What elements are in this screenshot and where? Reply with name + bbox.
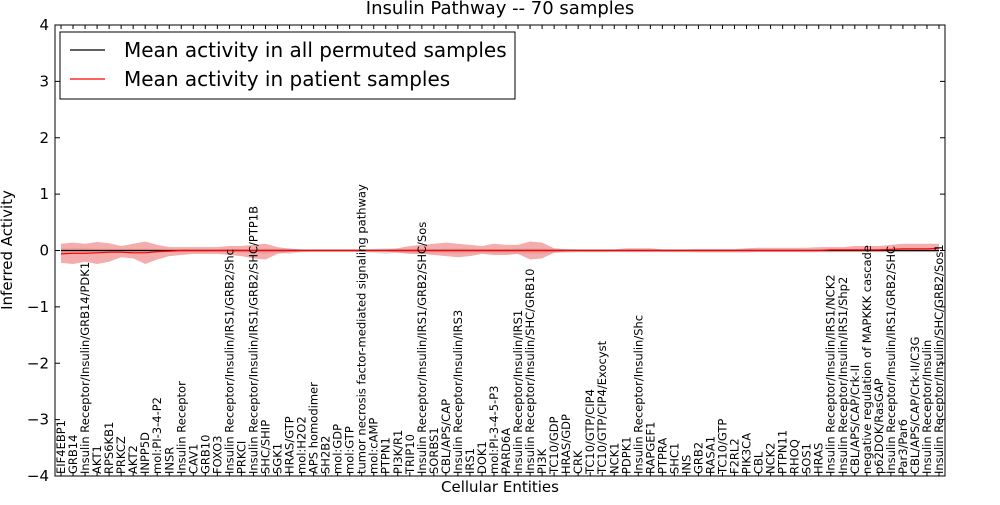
x-entity-label: HRAS/GTP (283, 416, 297, 474)
x-entity-label: Insulin Receptor/Insulin/IRS1 (511, 310, 525, 474)
x-entity-label: CAV1 (186, 444, 200, 474)
x-entity-label: SORBS1 (427, 427, 441, 474)
x-entity-label: SH2B2 (319, 436, 333, 474)
y-tick-label: 0 (39, 242, 49, 260)
x-entity-label: Insulin Receptor/Insulin/IRS1/GRB2/SHC/S… (415, 222, 429, 474)
x-entity-label: Insulin Receptor/Insulin/IRS1/NCK2 (824, 274, 838, 474)
x-entity-label: AKT2 (126, 445, 140, 474)
x-entity-label: GRB10 (198, 435, 212, 474)
x-entity-label: SGK1 (271, 443, 285, 474)
patient-band (61, 241, 939, 264)
x-entity-label: Insulin Receptor/Insulin (920, 340, 934, 474)
x-entity-label: Insulin Receptor/Insulin/IRS1/GRB2/Shc (222, 249, 236, 474)
legend: Mean activity in all permuted samples Me… (59, 31, 516, 100)
x-entity-label: PRKCZ (114, 436, 128, 474)
y-tick-label: 2 (39, 129, 49, 147)
x-entity-label: negative regulation of MAPKKK cascade (860, 245, 874, 474)
x-entity-label: GRB2 (691, 442, 705, 474)
x-entity-label: SOS1 (800, 443, 814, 474)
y-axis-title: Inferred Activity (0, 190, 16, 310)
x-entity-label: mol:GDP (331, 424, 345, 474)
x-entity-label: AKT1 (90, 445, 104, 474)
x-entity-label: Insulin Receptor/Insulin/Shc (631, 315, 645, 474)
x-entity-label: mol:GTP (343, 426, 357, 474)
x-entity-label: F2RL2 (728, 438, 742, 474)
x-entity-label: PI3K (535, 448, 549, 474)
x-entity-label: PDPK1 (619, 436, 633, 474)
y-tick-label: −4 (27, 467, 49, 485)
x-entity-label: EIF4EBP1 (54, 420, 68, 474)
chart-title: Insulin Pathway -- 70 samples (366, 0, 634, 19)
y-tick-label: 1 (39, 185, 49, 203)
x-entity-label: PI3K/R1 (391, 430, 405, 474)
x-entity-label: CBL (752, 451, 766, 474)
x-entity-label: NCK1 (607, 443, 621, 475)
x-entity-label: CRK (571, 450, 585, 474)
x-entity-label: TRIP10 (403, 434, 417, 475)
x-entity-label: mol:PI-3-4-P2 (150, 397, 164, 474)
x-entity-label: RPS6KB1 (102, 422, 116, 474)
x-entity-label: FOXO3 (210, 436, 224, 474)
x-entity-label: NCK2 (764, 443, 778, 475)
x-entity-label: GRB14 (66, 435, 80, 474)
y-tick-label: 3 (39, 72, 49, 90)
x-entity-label: INS (679, 455, 693, 474)
x-entity-label: SHC/SHIP (259, 420, 273, 474)
x-entity-label: TC10/GTP/CIP4 (583, 389, 597, 475)
x-entity-label: Insulin Receptor/Insulin/SHC/GRB10 (523, 269, 537, 474)
x-entity-label: p62DOK/RasGAP (872, 378, 886, 474)
x-entity-label: TC10/GTP/CIP4/Exocyst (595, 340, 609, 475)
x-entity-label: PRKCI (234, 441, 248, 474)
x-entity-label: APS homodimer (307, 382, 321, 474)
x-entity-label: RASA1 (704, 436, 718, 474)
y-tick-label: −2 (27, 354, 49, 372)
x-entity-label: TC10/GTP (716, 419, 730, 475)
x-entity-label: DOK1 (475, 441, 489, 474)
x-entity-label: Insulin Receptor/Insulin/IRS3 (451, 310, 465, 474)
x-entity-label: Insulin Receptor/Insulin/IRS1/GRB2/SHC/P… (246, 206, 260, 474)
x-entity-label: PTPN1 (379, 437, 393, 474)
legend-patient-label: Mean activity in patient samples (124, 67, 450, 91)
x-entity-label: Insulin Receptor/Insulin/IRS1/GRB2/SHC (884, 246, 898, 474)
x-entity-label: mol:cAMP (367, 418, 381, 474)
x-entity-label: PTPN11 (776, 430, 790, 474)
legend-box (59, 31, 516, 100)
x-entity-label: INSR (162, 447, 176, 474)
plot-frame (54, 24, 946, 477)
x-entity-label: RAPGEF1 (643, 422, 657, 474)
x-axis-title: Cellular Entities (441, 478, 559, 496)
series-lines (60, 247, 940, 255)
x-entity-label: PARD6A (499, 428, 513, 474)
x-entity-label: Insulin Receptor/Insulin/GRB14/PDK1 (78, 262, 92, 474)
x-entity-label: SHC1 (667, 443, 681, 474)
x-entity-label: Insulin Receptor/Insulin/IRS1/Shp2 (836, 277, 850, 474)
y-tick-label: 4 (39, 16, 49, 34)
x-entity-label: mol:PI-3-4-5-P3 (487, 386, 501, 474)
y-tick-label: −3 (27, 411, 49, 429)
x-entity-label: CBL/APS/CAP/Crk-II/C3G (908, 337, 922, 474)
x-entity-label: mol:H2O2 (295, 416, 309, 474)
x-entity-label: tumor necrosis factor-mediated signaling… (355, 184, 369, 474)
y-axis-ticks: −4 −3 −2 −1 0 1 2 3 4 (27, 16, 945, 485)
x-entity-label: Par3/Par6 (896, 419, 910, 474)
x-entity-label: Insulin Receptor/Insulin/SHC/GRB2/Sos1 (932, 244, 946, 474)
x-entity-label: PTPRA (655, 438, 669, 474)
x-entity-label: RHOQ (788, 439, 802, 474)
x-entity-label: HRAS (812, 443, 826, 474)
legend-permuted-label: Mean activity in all permuted samples (124, 38, 507, 62)
x-entity-label: TC10/GDP (547, 416, 561, 475)
x-entity-label: INPP5D (138, 432, 152, 474)
x-entity-label: PIK3CA (740, 433, 754, 474)
patient-mean-line (60, 247, 940, 255)
x-entity-label: Insulin Receptor (174, 381, 188, 474)
x-entity-label: CBL/APS/CAP (439, 399, 453, 474)
x-entity-label: CBL/APS/CAP/Crk-II (848, 365, 862, 474)
y-tick-label: −1 (27, 298, 49, 316)
x-axis-ticks (60, 25, 940, 476)
x-entity-label: IRS1 (463, 448, 477, 474)
x-entity-label: HRAS/GDP (559, 414, 573, 474)
